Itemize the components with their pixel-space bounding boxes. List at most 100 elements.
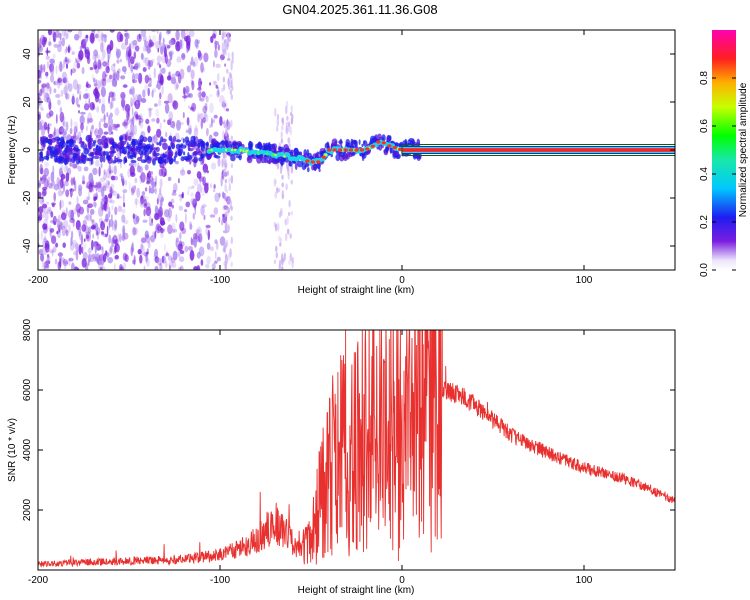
spectrogram-noise-blob <box>131 242 134 253</box>
spectrogram-noise-blob <box>154 265 159 270</box>
spectrogram-noise-blob <box>174 81 179 91</box>
spectrogram-noise-stripe <box>229 248 232 258</box>
spectrogram-noise-blob <box>139 254 143 264</box>
spectrogram-noise-stripe <box>273 259 277 265</box>
spectrogram-noise-blob <box>122 84 128 88</box>
spectrogram-noise-stripe <box>224 183 227 192</box>
spectrogram-noise-blob <box>130 172 136 177</box>
spectrogram-noise-blob <box>38 216 42 221</box>
spectrogram-noise-stripe <box>281 182 284 188</box>
spectrogram-noise-blob <box>84 215 86 220</box>
snr-marks <box>38 330 675 568</box>
spectrogram-noise-stripe <box>288 137 291 146</box>
spectrogram-noise-blob <box>77 104 81 108</box>
spectrogram-noise-blob <box>179 169 186 176</box>
spectrogram-band-blob <box>127 135 132 142</box>
spectrogram-noise-blob <box>209 246 214 252</box>
spectrogram-band-blob <box>152 158 156 166</box>
spectrogram-band-core <box>285 152 291 158</box>
spectrogram-noise-blob <box>79 114 85 125</box>
spectrogram-band-blob <box>182 138 185 144</box>
y-tick-label: 2000 <box>22 498 33 521</box>
spectrogram-noise-blob <box>92 167 98 176</box>
spectrogram-band-blob <box>178 152 182 157</box>
spectrogram-noise-blob <box>51 248 54 257</box>
spectrogram-noise-stripe <box>285 232 288 242</box>
spectrogram-noise-stripe <box>224 263 228 270</box>
spectrogram-noise-blob <box>63 183 65 193</box>
spectrogram-noise-blob <box>100 61 102 69</box>
spectrogram-noise-blob <box>85 231 91 242</box>
spectrogram-noise-blob <box>78 50 84 61</box>
x-tick-label: -100 <box>210 575 230 586</box>
spectrogram-noise-stripe <box>229 199 232 210</box>
spectrogram-noise-blob <box>57 189 63 197</box>
spectrogram-noise-stripe <box>274 223 278 232</box>
spectrogram-noise-blob <box>188 105 190 109</box>
spectrogram-noise-blob <box>179 196 182 202</box>
spectrogram-noise-stripe <box>281 194 285 200</box>
spectrogram-noise-stripe <box>230 163 234 168</box>
spectrogram-noise-blob <box>222 204 228 211</box>
spectrogram-noise-blob <box>144 39 147 48</box>
spectrogram-marks <box>38 30 675 270</box>
y-tick-label: -20 <box>22 190 33 205</box>
y-tick-label: 6000 <box>22 378 33 401</box>
spectrogram-noise-stripe <box>220 54 224 62</box>
spectrogram-noise-blob <box>107 181 110 186</box>
spectrogram-noise-blob <box>167 176 172 182</box>
spectrogram-band-blob <box>107 154 111 160</box>
spectrogram-noise-stripe <box>286 165 290 172</box>
spectrogram-band-blob <box>119 135 124 141</box>
spectrogram-noise-blob <box>199 79 202 87</box>
spectrogram-band-blob <box>79 137 83 143</box>
spectrogram-noise-blob <box>191 80 195 91</box>
spectrogram-noise-blob <box>92 241 96 248</box>
spectrogram-noise-blob <box>38 191 42 199</box>
spectrogram-noise-blob <box>210 162 217 170</box>
spectrogram-noise-blob <box>63 121 65 127</box>
spectrogram-noise-stripe <box>274 179 277 185</box>
spectrogram-noise-blob <box>148 60 154 67</box>
spectrogram-noise-blob <box>111 214 113 220</box>
spectrogram-noise-blob <box>167 255 173 261</box>
spectrogram-noise-blob <box>59 199 65 209</box>
spectrogram-band-blob <box>377 133 382 139</box>
spectrogram-noise-stripe <box>230 175 234 184</box>
spectrogram-noise-stripe <box>290 105 293 113</box>
spectrogram-band-blob <box>127 151 131 159</box>
spectrogram-band-blob <box>184 157 190 161</box>
spectrogram-noise-blob <box>213 207 219 215</box>
spectrogram-noise-blob <box>132 39 138 46</box>
spectrogram-noise-blob <box>93 256 97 262</box>
spectrogram-noise-blob <box>137 94 142 102</box>
spectrogram-band-blob <box>114 155 117 163</box>
spectrogram-noise-blob <box>134 62 139 71</box>
spectrogram-band-blob <box>99 151 105 157</box>
spectrogram-noise-blob <box>71 68 76 74</box>
spectrogram-noise-blob <box>111 97 116 101</box>
spectrogram-band-blob <box>101 135 107 142</box>
spectrogram-noise-blob <box>65 92 68 100</box>
spectrogram-noise-blob <box>180 30 186 39</box>
spectrogram-noise-blob <box>215 63 221 68</box>
spectrogram-noise-blob <box>121 208 126 214</box>
spectrogram-noise-blob <box>91 219 95 226</box>
spectrogram-band-blob <box>193 135 196 143</box>
spectrogram-noise-blob <box>76 125 78 134</box>
spectrogram-noise-blob <box>69 218 75 224</box>
spectrogram-noise-blob <box>221 121 224 125</box>
spectrogram-noise-blob <box>110 175 116 181</box>
spectrogram-noise-blob <box>74 33 80 41</box>
spectrogram-noise-blob <box>209 102 214 114</box>
spectrogram-band-blob <box>183 151 186 156</box>
spectrogram-noise-blob <box>186 93 191 98</box>
spectrogram-noise-blob <box>148 107 152 118</box>
spectrogram-noise-stripe <box>284 218 287 226</box>
spectrogram-noise-blob <box>179 68 185 80</box>
spectrogram-noise-blob <box>108 234 112 244</box>
spectrogram-noise-blob <box>144 74 150 84</box>
spectrogram-band-blob <box>175 143 181 150</box>
spectrogram-band-blob <box>129 154 133 158</box>
spectrogram-noise-blob <box>213 184 216 189</box>
